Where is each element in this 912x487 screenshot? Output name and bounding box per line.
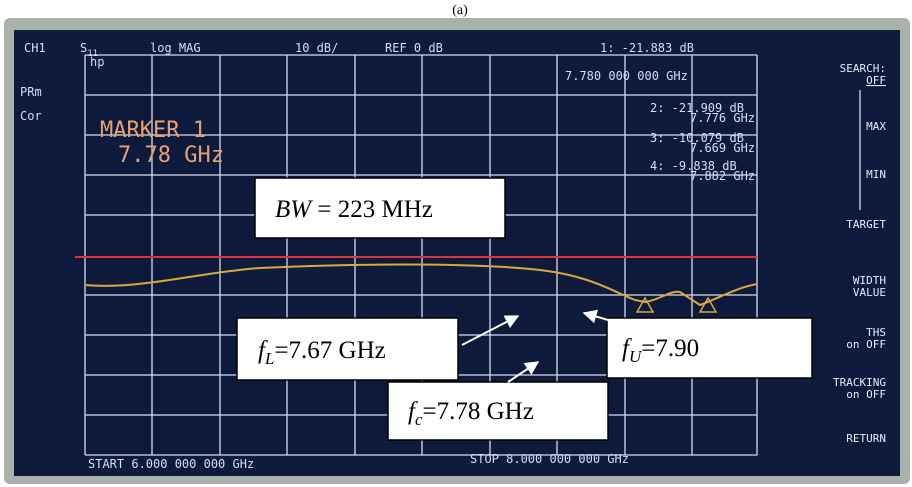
marker-freq-large: 7.78 GHz [118, 143, 224, 168]
left-label: PRm [20, 85, 42, 99]
stop-freq: STOP 8.000 000 000 GHz [470, 452, 629, 466]
softkey[interactable]: MAX [866, 120, 886, 133]
format: log MAG [150, 41, 201, 55]
softkey[interactable]: OFF [866, 74, 886, 87]
fc-value: =7.78 GHz [423, 398, 534, 425]
hp-logo: hp [90, 55, 104, 69]
s-param-base: S [80, 41, 87, 55]
left-label: Cor [20, 109, 42, 123]
reference: REF 0 dB [385, 41, 443, 55]
fc-label: fc=7.78 GHz [408, 398, 534, 429]
fl-label: fL=7.67 GHz [258, 337, 386, 368]
fl-value: =7.67 GHz [274, 337, 385, 364]
marker-list-freq: 7.882 GHz [690, 169, 755, 183]
softkey[interactable]: VALUE [853, 286, 886, 299]
marker-list-freq: 7.669 GHz [690, 141, 755, 155]
softkey[interactable]: on OFF [846, 338, 886, 351]
bw-label: BW = 223 MHz [275, 196, 433, 223]
marker-list-freq: 7.776 GHz [690, 111, 755, 125]
channel: CH1 [24, 41, 46, 55]
fu-value: =7.90 [641, 335, 699, 362]
start-freq: START 6.000 000 000 GHz [88, 457, 254, 471]
marker-title: MARKER 1 [100, 118, 206, 143]
bw-symbol: BW [275, 196, 313, 223]
softkey[interactable]: on OFF [846, 388, 886, 401]
marker-value: 1: -21.883 dB [600, 41, 694, 55]
softkey[interactable]: TARGET [846, 218, 886, 231]
bw-value: = 223 MHz [317, 196, 432, 223]
fl-sub: L [264, 349, 274, 368]
screenshot: (a) CH1 S11 log MAG 10 dB/ REF 0 dB 1: -… [0, 0, 912, 487]
caption: (a) [452, 3, 468, 18]
scale: 10 dB/ [295, 41, 338, 55]
softkey[interactable]: RETURN [846, 432, 886, 445]
softkey[interactable]: MIN [866, 168, 886, 181]
page: {"caption": "(a)", "header": {"channel":… [0, 0, 912, 487]
marker-freq: 7.780 000 000 GHz [565, 69, 688, 83]
